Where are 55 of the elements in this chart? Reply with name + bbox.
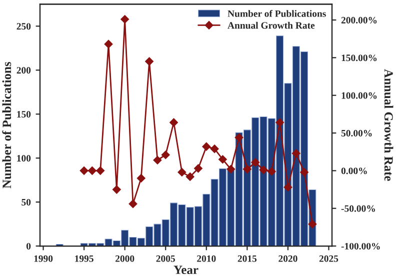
- y2-tick-label: 50.00%: [341, 130, 372, 137]
- point: [268, 167, 276, 176]
- x-tick-label: 2020: [278, 255, 298, 262]
- y2-tick-label: -50.00%: [341, 205, 375, 212]
- x-tick-label: 2000: [116, 255, 134, 262]
- point: [153, 156, 162, 164]
- point: [96, 166, 104, 175]
- y-axis-title: Number of Publications: [2, 62, 12, 188]
- y-tick-label: 100: [17, 154, 31, 162]
- point: [276, 118, 284, 127]
- x-tick-label: 2005: [156, 255, 175, 262]
- y-tick-label: 200: [16, 67, 31, 74]
- point: [259, 166, 268, 174]
- y2-tick-label: 200.00%: [341, 16, 377, 24]
- point: [120, 15, 129, 24]
- point: [284, 183, 292, 192]
- x-tick-label: 2015: [238, 255, 257, 262]
- y2-tick-label: 150.00%: [342, 54, 377, 62]
- y-tick-label: 150: [17, 111, 31, 118]
- x-tick-label: 1995: [75, 255, 94, 262]
- x-axis-title: Year: [174, 266, 198, 274]
- y2-tick-label: 100.00%: [342, 92, 377, 99]
- y-tick-label: 250: [16, 23, 31, 30]
- point: [194, 164, 202, 173]
- y2-axis-title: Annual Growth Rate: [384, 69, 394, 181]
- point: [137, 174, 146, 182]
- point: [226, 165, 235, 174]
- x-tick-label: 2025: [319, 255, 338, 262]
- y2-tick-label: 0.00%: [341, 168, 367, 174]
- x-tick-label: 2010: [197, 255, 216, 262]
- point: [161, 150, 170, 159]
- legend-label: Number of Publications: [228, 10, 326, 17]
- point: [88, 166, 96, 175]
- point: [292, 149, 300, 158]
- point: [145, 57, 154, 66]
- point: [308, 220, 317, 228]
- legend-label: Annual Growth Rate: [228, 22, 315, 29]
- x-tick-label: 1990: [34, 255, 53, 262]
- point: [178, 168, 186, 176]
- y2-tick-label: -100.00%: [341, 242, 380, 250]
- point: [234, 133, 244, 142]
- point: [112, 185, 121, 194]
- point: [243, 165, 252, 174]
- point: [104, 40, 113, 48]
- point: [128, 200, 138, 208]
- point: [300, 168, 308, 176]
- point: [80, 166, 88, 175]
- point: [210, 144, 219, 153]
- y-tick-label: 50: [22, 198, 31, 206]
- y-tick-label: 0: [26, 242, 31, 250]
- point: [251, 158, 260, 167]
- point: [218, 155, 227, 164]
- point: [186, 172, 194, 181]
- point: [202, 142, 211, 151]
- point: [170, 118, 178, 127]
